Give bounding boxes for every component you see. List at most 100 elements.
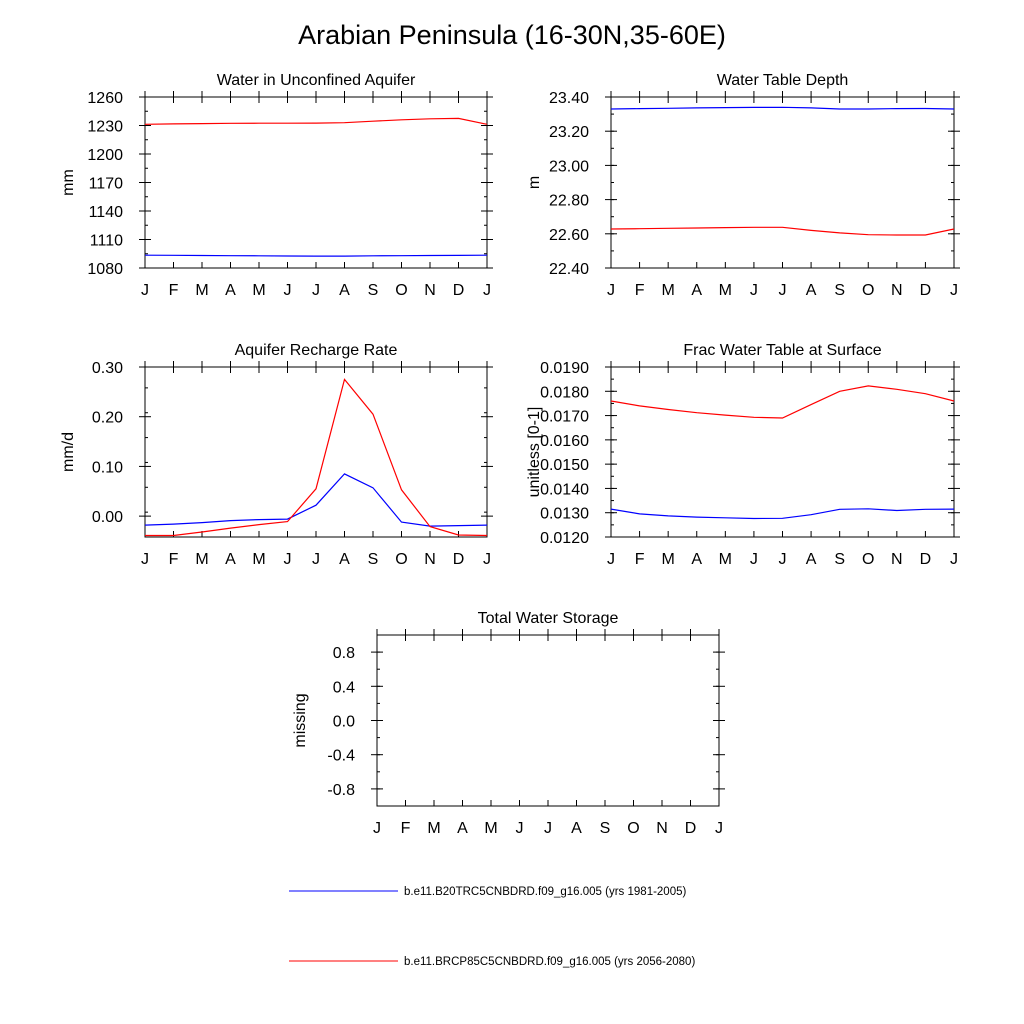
x-tick-label: J bbox=[141, 551, 149, 568]
x-tick-label: D bbox=[453, 551, 465, 568]
y-tick-label: 0.0160 bbox=[540, 433, 589, 450]
y-tick-label: 1260 bbox=[87, 90, 123, 107]
y-tick-label: 1200 bbox=[87, 147, 123, 164]
x-tick-label: N bbox=[891, 551, 903, 568]
x-tick-label: J bbox=[779, 551, 787, 568]
series-line-2 bbox=[144, 117, 488, 125]
x-tick-label: J bbox=[483, 282, 491, 299]
x-tick-label: A bbox=[225, 551, 236, 568]
y-tick-label: 0.30 bbox=[92, 360, 123, 377]
x-tick-label: A bbox=[806, 551, 817, 568]
y-tick-label: 0.20 bbox=[92, 410, 123, 427]
series-line-1 bbox=[610, 508, 955, 520]
y-tick-label: 0.10 bbox=[92, 459, 123, 476]
y-tick-label: 0.0 bbox=[333, 714, 355, 731]
series-line-1 bbox=[144, 473, 488, 527]
x-tick-label: J bbox=[284, 551, 292, 568]
y-tick-label: 1170 bbox=[89, 176, 124, 193]
y-tick-label: 23.00 bbox=[549, 158, 589, 175]
x-tick-label: M bbox=[662, 282, 675, 299]
y-tick-label: 0.0180 bbox=[540, 384, 589, 401]
y-tick-label: 22.40 bbox=[549, 261, 589, 278]
series-line-2 bbox=[610, 226, 955, 236]
x-tick-label: A bbox=[571, 820, 582, 837]
x-tick-label: M bbox=[484, 820, 497, 837]
x-tick-label: M bbox=[252, 551, 265, 568]
x-tick-label: M bbox=[719, 282, 732, 299]
x-tick-label: F bbox=[401, 820, 411, 837]
x-tick-label: M bbox=[252, 282, 265, 299]
plot-frame bbox=[610, 96, 955, 269]
y-tick-label: 0.0150 bbox=[540, 457, 589, 474]
x-tick-label: F bbox=[635, 551, 645, 568]
x-tick-label: J bbox=[950, 551, 958, 568]
x-tick-label: J bbox=[950, 282, 958, 299]
y-tick-label: -0.4 bbox=[327, 748, 355, 765]
y-axis-label: unitless [0-1] bbox=[526, 407, 543, 498]
plot-frame bbox=[144, 366, 488, 538]
plot-title: Aquifer Recharge Rate bbox=[235, 342, 398, 359]
x-tick-label: O bbox=[395, 551, 407, 568]
x-tick-label: N bbox=[656, 820, 668, 837]
y-tick-label: -0.8 bbox=[327, 782, 355, 799]
y-tick-label: 1110 bbox=[90, 233, 123, 250]
x-tick-label: J bbox=[779, 282, 787, 299]
x-tick-label: M bbox=[195, 282, 208, 299]
y-tick-label: 0.0140 bbox=[540, 481, 589, 498]
x-tick-label: M bbox=[195, 551, 208, 568]
x-tick-label: N bbox=[424, 551, 436, 568]
plot-frame bbox=[376, 634, 720, 807]
x-tick-label: A bbox=[691, 282, 702, 299]
x-tick-label: O bbox=[627, 820, 639, 837]
y-tick-label: 0.0120 bbox=[540, 530, 589, 547]
x-tick-label: D bbox=[685, 820, 697, 837]
y-tick-label: 22.80 bbox=[549, 193, 589, 210]
x-tick-label: F bbox=[635, 282, 645, 299]
x-tick-label: S bbox=[834, 282, 845, 299]
x-tick-label: J bbox=[516, 820, 524, 837]
y-axis-label: mm/d bbox=[60, 432, 77, 472]
x-tick-label: N bbox=[891, 282, 903, 299]
y-tick-label: 23.20 bbox=[549, 124, 589, 141]
legend-label: b.e11.B20TRC5CNBDRD.f09_g16.005 (yrs 198… bbox=[404, 886, 686, 898]
x-tick-label: A bbox=[225, 282, 236, 299]
y-tick-label: 0.00 bbox=[92, 509, 123, 526]
x-tick-label: D bbox=[453, 282, 465, 299]
x-tick-label: S bbox=[368, 282, 379, 299]
x-tick-label: J bbox=[483, 551, 491, 568]
y-tick-label: 1230 bbox=[87, 119, 123, 136]
x-tick-label: D bbox=[920, 551, 932, 568]
x-tick-label: A bbox=[691, 551, 702, 568]
y-tick-label: 0.0170 bbox=[540, 409, 589, 426]
x-tick-label: J bbox=[312, 282, 320, 299]
y-tick-label: 23.40 bbox=[549, 90, 589, 107]
y-tick-label: 22.60 bbox=[549, 227, 589, 244]
x-tick-label: J bbox=[312, 551, 320, 568]
x-tick-label: J bbox=[750, 551, 758, 568]
y-tick-label: 0.0130 bbox=[540, 506, 589, 523]
plot-title: Water Table Depth bbox=[717, 72, 849, 89]
x-tick-label: F bbox=[169, 551, 179, 568]
y-tick-label: 1140 bbox=[89, 204, 124, 221]
plot-frame bbox=[610, 366, 955, 538]
x-tick-label: M bbox=[662, 551, 675, 568]
x-tick-label: A bbox=[339, 282, 350, 299]
x-tick-label: J bbox=[607, 282, 615, 299]
plot-title: Frac Water Table at Surface bbox=[683, 342, 881, 359]
series-line-1 bbox=[610, 106, 955, 110]
y-tick-label: 0.0190 bbox=[540, 360, 589, 377]
x-tick-label: J bbox=[715, 820, 723, 837]
x-tick-label: S bbox=[600, 820, 611, 837]
x-tick-label: M bbox=[719, 551, 732, 568]
x-tick-label: J bbox=[141, 282, 149, 299]
x-tick-label: D bbox=[920, 282, 932, 299]
series-line-2 bbox=[610, 385, 955, 419]
series-line-2 bbox=[145, 378, 488, 537]
y-tick-label: 0.4 bbox=[333, 679, 355, 696]
y-axis-label: m bbox=[526, 176, 543, 189]
